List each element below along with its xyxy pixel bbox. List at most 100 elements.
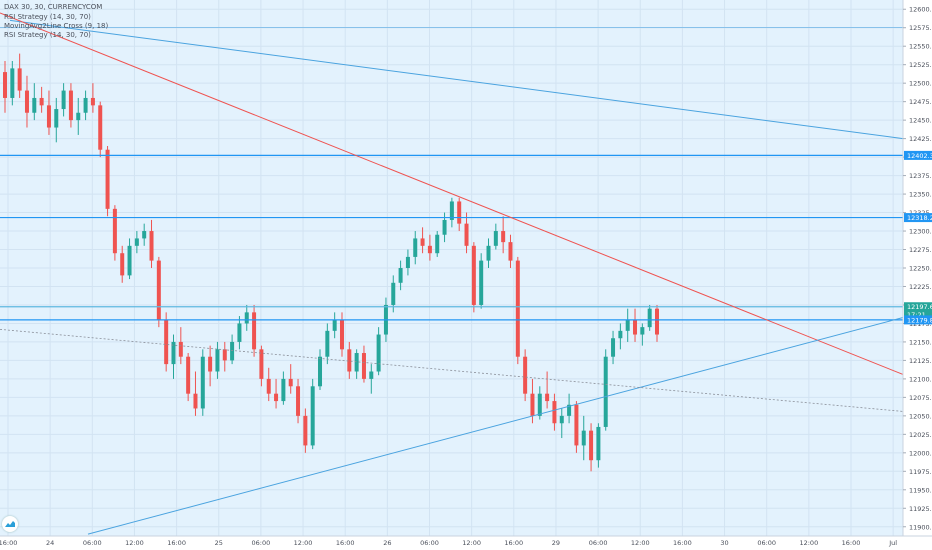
x-tick-label: 16:00 <box>842 539 861 547</box>
x-tick-label: 12:00 <box>799 539 818 547</box>
y-tick-label: 12250.0 <box>909 265 932 273</box>
price-label-text: 12402.3 <box>907 152 932 160</box>
trendline-lower-blue <box>87 317 904 535</box>
candle-body <box>339 319 344 350</box>
candle-body <box>32 97 37 113</box>
candle-body <box>493 231 498 246</box>
x-tick-label: 16:00 <box>336 539 355 547</box>
y-tick-label: 12600.0 <box>909 6 932 14</box>
candle-body <box>3 72 7 98</box>
candle-body <box>633 319 638 335</box>
candle-body <box>171 341 176 365</box>
y-tick-label: 11900.0 <box>909 523 932 531</box>
x-tick-label: 12:00 <box>462 539 481 547</box>
y-tick-label: 12075.0 <box>909 394 932 402</box>
candle-body <box>112 208 117 254</box>
candle-body <box>589 430 594 461</box>
price-axis <box>903 0 932 550</box>
candle-body <box>244 312 249 324</box>
y-tick-label: 12125.0 <box>909 357 932 365</box>
symbol-title: DAX 30, 30, CURRENCYCOM <box>4 3 103 11</box>
x-tick-label: 25 <box>215 539 223 547</box>
candle-body <box>471 245 476 305</box>
candle-body <box>39 97 44 106</box>
candle-body <box>647 308 652 328</box>
price-label-text: 12197.6 <box>907 303 932 311</box>
y-tick-label: 12000.0 <box>909 449 932 457</box>
candle-body <box>347 349 352 372</box>
y-tick-label: 12450.0 <box>909 117 932 125</box>
candle-body <box>76 112 81 121</box>
y-tick-label: 12325.0 <box>909 209 932 217</box>
candle-body <box>237 323 242 342</box>
candle-body <box>230 341 235 361</box>
price-label-text: 12318.2 <box>907 214 932 222</box>
candle-body <box>318 356 323 387</box>
x-tick-label: 29 <box>552 539 560 547</box>
candle-body <box>398 268 403 283</box>
candle-body <box>457 201 462 224</box>
candle-body <box>303 415 308 446</box>
candle-body <box>581 430 586 446</box>
candle-body <box>449 201 454 220</box>
y-tick-label: 11925.0 <box>909 505 932 513</box>
candle-body <box>405 256 410 268</box>
x-tick-label: 24 <box>46 539 54 547</box>
x-tick-label: 06:00 <box>420 539 439 547</box>
candle-body <box>413 238 418 257</box>
candle-body <box>391 282 396 305</box>
time-axis <box>0 536 932 550</box>
candle-body <box>24 90 29 113</box>
indicator-label-2[interactable]: MovingAvg2Line Cross (9, 18) <box>4 22 109 30</box>
candle-body <box>259 349 264 379</box>
candle-body <box>127 245 132 276</box>
candle-body <box>266 378 271 394</box>
candle-body <box>178 341 183 357</box>
candle-body <box>61 90 66 110</box>
candle-body <box>325 330 330 357</box>
candle-body <box>164 319 169 365</box>
candle-body <box>105 149 110 209</box>
candle-body <box>186 356 191 394</box>
x-tick-label: 12:00 <box>125 539 144 547</box>
y-tick-label: 12025.0 <box>909 431 932 439</box>
candle-body <box>215 349 220 372</box>
candle-body <box>208 356 213 372</box>
x-tick-label: Jul <box>888 539 897 547</box>
candle-body <box>90 97 95 106</box>
candle-body <box>376 334 381 372</box>
indicator-label-1[interactable]: RSI Strategy (14, 30, 70) <box>4 13 91 21</box>
y-tick-label: 12225.0 <box>909 283 932 291</box>
candle-body <box>288 378 293 387</box>
x-tick-label: 16:00 <box>673 539 692 547</box>
candle-body <box>252 312 257 350</box>
candle-body <box>427 245 432 254</box>
y-tick-label: 12275.0 <box>909 246 932 254</box>
price-label-text: 12179.8 <box>907 316 932 324</box>
candle-body <box>530 393 535 416</box>
candle-body <box>479 260 484 305</box>
candle-body <box>361 353 366 379</box>
candle-body <box>618 330 623 339</box>
tradingview-logo-icon[interactable] <box>2 516 18 532</box>
price-label-box <box>904 309 932 319</box>
x-tick-label: 12:00 <box>294 539 313 547</box>
candle-body <box>98 105 103 150</box>
candle-body <box>10 68 15 98</box>
trendline-upper-blue <box>9 19 904 140</box>
y-tick-label: 12475.0 <box>909 98 932 106</box>
candle-body <box>274 393 279 402</box>
x-tick-label: 26 <box>383 539 391 547</box>
candle-body <box>515 260 520 357</box>
candle-body <box>508 242 513 261</box>
candle-body <box>68 90 73 121</box>
candle-body <box>193 393 198 409</box>
candle-body <box>574 404 579 446</box>
candle-body <box>142 231 147 239</box>
x-tick-label: 16:00 <box>504 539 523 547</box>
y-tick-label: 11950.0 <box>909 486 932 494</box>
x-tick-label: 30 <box>720 539 728 547</box>
indicator-label-3[interactable]: RSI Strategy (14, 30, 70) <box>4 31 91 39</box>
